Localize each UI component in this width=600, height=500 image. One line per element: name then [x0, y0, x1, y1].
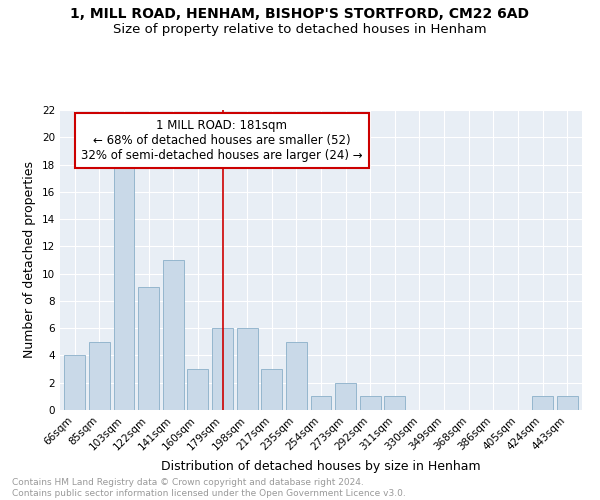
Bar [385, 396, 406, 410]
Bar [89, 342, 110, 410]
Bar [187, 369, 208, 410]
Bar [532, 396, 553, 410]
Bar [261, 369, 282, 410]
Bar [557, 396, 578, 410]
Bar [236, 328, 257, 410]
Bar [335, 382, 356, 410]
X-axis label: Distribution of detached houses by size in Henham: Distribution of detached houses by size … [161, 460, 481, 473]
Bar [163, 260, 184, 410]
Text: Contains HM Land Registry data © Crown copyright and database right 2024.
Contai: Contains HM Land Registry data © Crown c… [12, 478, 406, 498]
Bar [360, 396, 381, 410]
Bar [286, 342, 307, 410]
Bar [212, 328, 233, 410]
Text: 1 MILL ROAD: 181sqm
← 68% of detached houses are smaller (52)
32% of semi-detach: 1 MILL ROAD: 181sqm ← 68% of detached ho… [81, 119, 362, 162]
Text: 1, MILL ROAD, HENHAM, BISHOP'S STORTFORD, CM22 6AD: 1, MILL ROAD, HENHAM, BISHOP'S STORTFORD… [71, 8, 530, 22]
Bar [311, 396, 331, 410]
Text: Size of property relative to detached houses in Henham: Size of property relative to detached ho… [113, 22, 487, 36]
Y-axis label: Number of detached properties: Number of detached properties [23, 162, 37, 358]
Bar [64, 356, 85, 410]
Bar [138, 288, 159, 410]
Bar [113, 164, 134, 410]
